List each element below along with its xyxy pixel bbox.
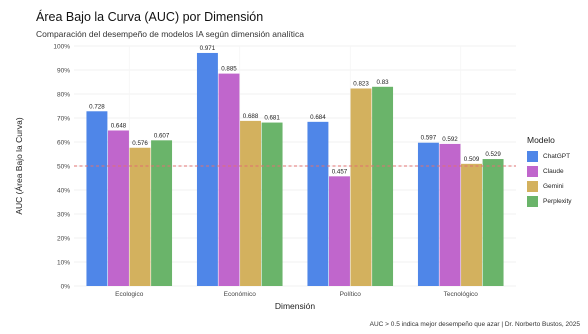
legend-item-chatgpt: ChatGPT (527, 149, 572, 164)
bar-gemini (240, 120, 261, 286)
bar-gemini (350, 88, 372, 286)
legend-swatch-chatgpt (527, 151, 538, 162)
legend-label-claude: Claude (543, 168, 564, 175)
legend-label-perplexity: Perplexity (543, 198, 572, 205)
data-label: 0.576 (132, 140, 148, 147)
bar-chatgpt (196, 52, 218, 287)
chart-subtitle: Comparación del desempeño de modelos IA … (36, 29, 304, 39)
x-tick-label: Ecologico (115, 291, 144, 298)
legend-swatch-perplexity (527, 196, 538, 207)
data-label: 0.684 (310, 114, 326, 121)
bar-claude (439, 143, 461, 286)
legend-swatch-gemini (527, 181, 538, 192)
bar-chatgpt (417, 142, 439, 286)
bar-claude (218, 73, 240, 286)
y-tick-label: 90% (57, 68, 70, 75)
data-label: 0.648 (111, 122, 127, 129)
y-tick-label: 60% (57, 140, 70, 147)
legend: Modelo ChatGPT Claude Gemini Perplexity (527, 135, 572, 209)
data-label: 0.971 (200, 45, 216, 52)
x-tick-label: Tecnológico (444, 291, 479, 298)
y-tick-label: 30% (57, 212, 70, 219)
bar-chatgpt (86, 111, 108, 286)
data-label: 0.83 (377, 79, 390, 86)
bar-gemini (129, 147, 151, 286)
bar-chatgpt (307, 121, 329, 286)
y-tick-label: 50% (57, 164, 70, 171)
bar-perplexity (261, 122, 283, 286)
legend-label-chatgpt: ChatGPT (543, 153, 571, 160)
legend-item-perplexity: Perplexity (527, 194, 572, 209)
bar-perplexity (151, 140, 173, 286)
y-tick-label: 100% (53, 44, 70, 51)
legend-label-gemini: Gemini (543, 183, 564, 190)
bar-gemini (461, 163, 482, 286)
y-tick-label: 40% (57, 188, 70, 195)
data-label: 0.597 (421, 135, 437, 142)
legend-item-claude: Claude (527, 164, 572, 179)
data-label: 0.688 (243, 113, 259, 120)
y-tick-label: 20% (57, 236, 70, 243)
bar-claude (108, 130, 129, 286)
x-tick-label: Político (340, 291, 362, 298)
bar-perplexity (372, 86, 394, 286)
bar-perplexity (482, 159, 504, 286)
chart-caption: AUC > 0.5 indica mejor desempeño que aza… (369, 321, 580, 328)
data-label: 0.607 (154, 132, 170, 139)
y-tick-label: 70% (57, 116, 70, 123)
data-label: 0.592 (442, 136, 458, 143)
y-tick-label: 10% (57, 260, 70, 267)
data-label: 0.529 (485, 151, 501, 158)
data-label: 0.823 (353, 80, 369, 87)
legend-title: Modelo (527, 135, 555, 145)
data-label: 0.681 (264, 115, 280, 122)
y-tick-label: 80% (57, 92, 70, 99)
bar-claude (329, 176, 350, 286)
x-tick-label: Económico (224, 291, 257, 298)
data-label: 0.885 (221, 66, 237, 73)
data-label: 0.509 (464, 156, 480, 163)
data-label: 0.457 (332, 168, 348, 175)
x-axis-title: Dimensión (275, 301, 315, 311)
y-axis-title: AUC (Área Bajo la Curva) (14, 117, 24, 214)
data-label: 0.728 (89, 103, 105, 110)
legend-item-gemini: Gemini (527, 179, 572, 194)
legend-swatch-claude (527, 166, 538, 177)
y-tick-label: 0% (61, 284, 71, 291)
chart-title: Área Bajo la Curva (AUC) por Dimensión (36, 10, 264, 24)
